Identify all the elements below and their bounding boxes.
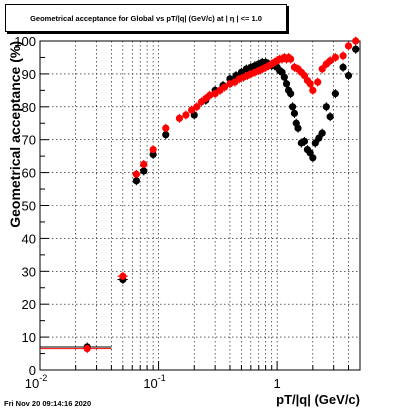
x-tick-label: 10-2 (25, 373, 47, 391)
red-data-point (206, 91, 214, 99)
y-tick-label: 40 (22, 231, 36, 246)
chart-title: Geometrical acceptance for Global vs pT/… (5, 4, 287, 32)
black-data-point (331, 90, 339, 98)
black-data-point (140, 167, 148, 175)
red-data-point (140, 160, 148, 168)
red-data-point (339, 52, 347, 60)
timestamp: Fri Nov 20 09:14:16 2020 (4, 399, 92, 408)
black-data-point (288, 103, 297, 111)
red-data-point (331, 53, 339, 62)
black-data-point (149, 150, 157, 159)
axes: 0 10 20 30 40 50 60 70 80 90 100 10-2 10-1 1 (14, 34, 361, 391)
y-tick-label: 100 (14, 34, 36, 49)
black-data-point (318, 129, 326, 137)
x-tick-exponent: -1 (158, 373, 166, 383)
x-axis-label: pT/|q| (GeV/c) (276, 392, 360, 407)
red-data-point (162, 124, 170, 132)
y-tick-label: 10 (22, 330, 36, 345)
x-tick-label: 10-1 (143, 373, 165, 391)
red-data-point (220, 83, 229, 91)
red-data-point (309, 86, 317, 94)
black-data-point (290, 109, 299, 117)
x-tick-exponent: -2 (39, 373, 47, 383)
red-data-point (306, 80, 314, 88)
black-data-point (344, 71, 353, 80)
red-data-point (318, 65, 326, 73)
y-tick-label: 80 (22, 100, 36, 115)
y-tick-label: 60 (22, 166, 36, 181)
red-data-point (132, 170, 140, 178)
red-data-point (326, 57, 334, 65)
black-data-point (280, 73, 288, 81)
black-data-point (162, 131, 170, 139)
red-data-point (83, 345, 91, 353)
red-data-point (314, 78, 322, 86)
y-tick-label: 30 (22, 264, 36, 279)
y-tick-label: 20 (22, 297, 36, 312)
x-tick-label: 1 (274, 376, 281, 391)
black-data-point (352, 45, 360, 53)
y-tick-label: 50 (22, 199, 36, 214)
red-data-point (182, 111, 190, 119)
y-tick-label: 90 (22, 67, 36, 82)
data-markers (83, 37, 360, 353)
black-data-point (282, 80, 291, 88)
black-data-point (322, 103, 330, 111)
black-data-point (132, 177, 140, 185)
red-data-point (344, 42, 353, 50)
red-data-point (149, 145, 157, 154)
red-data-point (352, 37, 360, 45)
y-axis-label: Geometrical acceptance (%) (7, 41, 23, 228)
red-data-point (119, 272, 127, 280)
y-tick-label: 0 (29, 363, 36, 378)
red-data-point (287, 55, 295, 63)
black-data-point (294, 124, 302, 132)
red-data-point (193, 103, 201, 111)
black-data-point (309, 154, 317, 162)
grid-lines (40, 41, 360, 370)
black-data-point (287, 90, 295, 98)
red-data-point (175, 114, 184, 122)
black-data-point (300, 137, 309, 145)
y-tick-label: 70 (22, 133, 36, 148)
black-data-point (339, 63, 347, 71)
red-data-point (188, 106, 196, 114)
black-data-point (326, 113, 334, 121)
